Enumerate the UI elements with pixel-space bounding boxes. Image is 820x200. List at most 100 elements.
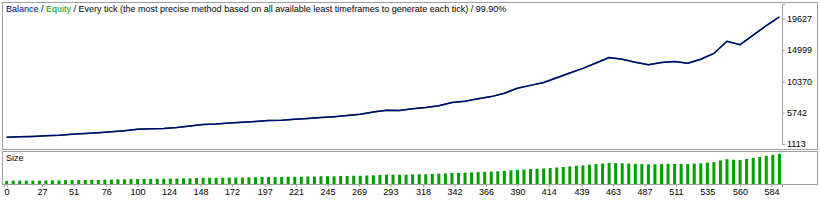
bar — [18, 181, 21, 184]
separator: / — [71, 4, 79, 14]
bar — [51, 180, 54, 184]
tick-label: 14999 — [787, 45, 812, 55]
tick-mark — [782, 19, 785, 20]
bar — [437, 174, 440, 184]
bar — [25, 181, 28, 184]
tick-label: 27 — [37, 187, 47, 197]
bar — [326, 176, 329, 184]
tick-mark — [782, 81, 785, 82]
tick: 148 — [193, 184, 208, 197]
bar — [31, 181, 34, 184]
header: Size — [6, 153, 24, 163]
bar — [365, 175, 368, 184]
bar — [562, 167, 565, 184]
bar — [581, 165, 584, 184]
bar — [97, 180, 100, 184]
tick-label: 19627 — [787, 14, 812, 24]
tick: 5742 — [782, 108, 807, 118]
bar — [477, 172, 480, 184]
tick-label: 100 — [131, 187, 146, 197]
tick: 463 — [606, 184, 621, 197]
tick-label: 293 — [383, 187, 398, 197]
tick: 535 — [700, 184, 715, 197]
tick-label: 10370 — [787, 77, 812, 87]
bar — [470, 172, 473, 184]
tick: 14999 — [782, 45, 812, 55]
series-line — [7, 17, 780, 137]
bar — [162, 179, 165, 184]
tick: 100 — [131, 184, 146, 197]
bar — [333, 176, 336, 184]
bar — [71, 180, 74, 184]
bar — [608, 163, 611, 184]
bar — [568, 166, 571, 184]
bar — [64, 180, 67, 184]
tick: 19627 — [782, 14, 812, 24]
bar — [339, 176, 342, 184]
tick-label: 269 — [352, 187, 367, 197]
tick-label: 414 — [542, 187, 557, 197]
tick-label: 245 — [320, 187, 335, 197]
bar — [765, 156, 768, 184]
bar — [516, 170, 519, 184]
y-axis: 11135742103701499919627 — [782, 5, 812, 150]
tick-label: 318 — [416, 187, 431, 197]
bar — [130, 179, 133, 184]
tick: 487 — [637, 184, 652, 197]
bar — [706, 163, 709, 184]
tick-label: 172 — [225, 187, 240, 197]
legend-entry: Equity — [46, 4, 72, 14]
bar — [254, 177, 257, 184]
bar — [267, 177, 270, 184]
bar — [44, 180, 47, 184]
bar — [215, 178, 218, 184]
bar — [647, 164, 650, 184]
tick: 414 — [542, 184, 557, 197]
panel-frame — [3, 3, 818, 150]
bar — [319, 176, 322, 184]
tick: 172 — [225, 184, 240, 197]
bar — [280, 177, 283, 184]
bar — [398, 175, 401, 184]
tick-label: 366 — [479, 187, 494, 197]
bar — [293, 177, 296, 184]
tick: 10370 — [782, 77, 812, 87]
bar — [483, 172, 486, 184]
bar — [175, 179, 178, 184]
bar — [712, 162, 715, 184]
subtitle: 99.90% — [476, 4, 507, 14]
bar — [673, 164, 676, 184]
tick-mark — [782, 50, 785, 51]
bar — [372, 175, 375, 184]
tick-label: 463 — [606, 187, 621, 197]
bar — [490, 172, 493, 184]
panel: 11135742103701499919627Balance / Equity … — [3, 3, 818, 150]
tick: 511 — [669, 184, 683, 197]
tick-label: 51 — [69, 187, 79, 197]
bar — [352, 176, 355, 184]
bar — [58, 180, 61, 184]
bar — [614, 163, 617, 184]
bar — [221, 178, 224, 184]
bar — [555, 167, 558, 184]
bar — [771, 155, 774, 184]
tick: 245 — [320, 184, 335, 197]
bar — [77, 180, 80, 184]
bar — [228, 178, 231, 184]
bar — [123, 179, 126, 184]
bar — [90, 180, 93, 184]
bar — [745, 159, 748, 184]
bar — [595, 164, 598, 184]
bar — [457, 173, 460, 184]
tick: 197 — [258, 184, 273, 197]
bar — [509, 170, 512, 184]
bar — [136, 179, 139, 184]
bar — [431, 174, 434, 184]
bar — [195, 178, 198, 184]
bar — [300, 177, 303, 184]
bar — [149, 179, 152, 184]
tick: 342 — [448, 184, 463, 197]
bar — [660, 164, 663, 184]
bar — [778, 154, 781, 184]
separator: / — [39, 4, 47, 14]
